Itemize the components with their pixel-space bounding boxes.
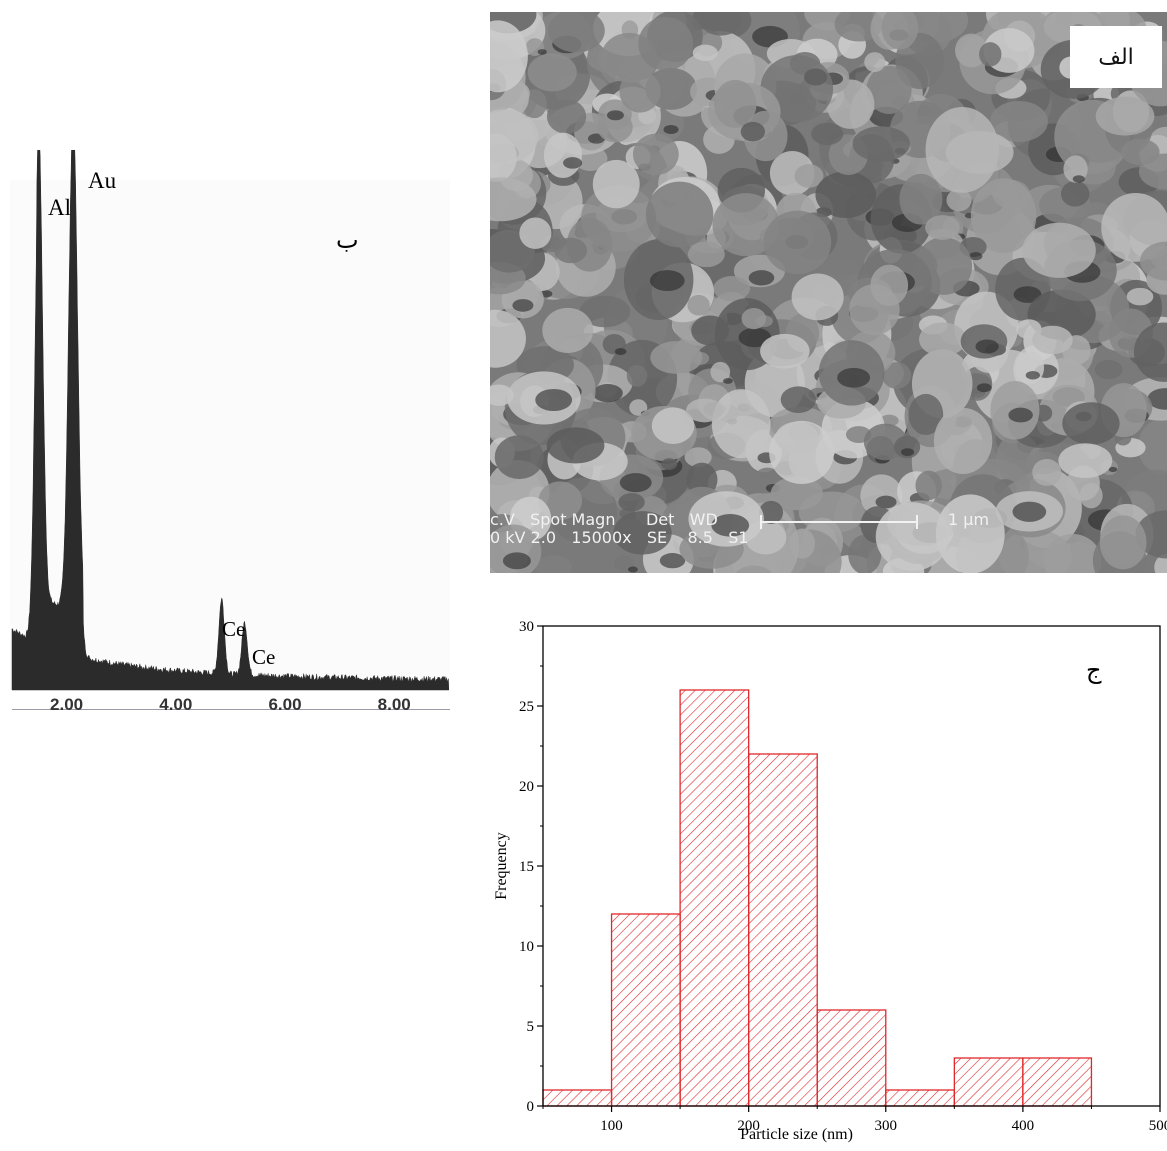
sem-info-line-1: c.V Spot Magn Det WD [490,510,718,529]
eds-peak-label-au: Au [88,168,117,193]
sem-image-panel: الف c.V Spot Magn Det WD 0 kV 2.0 15000x… [490,12,1167,573]
y-tick-label: 30 [519,619,534,635]
x-tick-label: 400 [1012,1118,1035,1134]
y-tick-label: 10 [519,939,534,955]
eds-x-tick-label: 4.00 [159,695,192,710]
sem-scale-label: 1 µm [948,510,990,529]
y-axis-label: Frequency [493,832,510,900]
sem-info-bar: c.V Spot Magn Det WD 0 kV 2.0 15000x SE … [490,511,749,547]
eds-x-tick-label: 8.00 [378,695,411,710]
x-axis-label: Particle size (nm) [740,1126,853,1143]
eds-x-tick-label: 6.00 [268,695,301,710]
eds-peak-label-ce-1: Ce [222,617,245,641]
histogram-bar [1022,1057,1093,1107]
histogram-bar [679,689,750,1107]
histogram-bars [542,689,1093,1107]
eds-spectrum: Al Au Ce Ce ب 2.00 4.00 6.00 8.00 [10,115,450,714]
sem-panel-label: الف [1070,26,1162,88]
y-tick-label: 20 [519,779,534,795]
sem-micrograph [490,12,1167,573]
histogram-panel-label: ج [1086,656,1102,684]
sem-scale-bar [760,515,918,529]
eds-panel-label: ب [336,226,359,254]
eds-peak-label-ce-2: Ce [252,645,275,669]
particle-size-histogram: 0 5 10 15 20 25 30 100 200 300 400 500 Particle si… [493,619,1167,1143]
histogram-bar [748,753,818,1107]
eds-peak-label-al: Al [48,195,71,220]
x-tick-label: 100 [600,1118,623,1134]
eds-x-ticks: 2.00 4.00 6.00 8.00 [50,695,411,714]
x-tick-label: 500 [1149,1118,1167,1134]
histogram-bar [885,1089,955,1107]
y-tick-label: 15 [519,859,534,875]
histogram-bar [953,1057,1024,1107]
y-tick-label: 5 [527,1019,535,1035]
histogram-panel: 0 5 10 15 20 25 30 100 200 300 400 500 Particle si… [486,612,1167,1146]
sem-info-line-2: 0 kV 2.0 15000x SE 8.5 S1 [490,528,749,547]
eds-trace [11,115,450,691]
eds-x-tick-label: 2.00 [50,695,83,710]
y-axis-ticks: 0 5 10 15 20 25 30 [519,619,543,1115]
x-tick-label: 300 [875,1118,898,1134]
histogram-bar [816,1009,887,1107]
x-tick-label: 200 [737,1118,760,1134]
x-axis-ticks: 100 200 300 400 500 [542,1106,1167,1134]
histogram-bar [542,1089,613,1107]
eds-spectrum-panel: Al Au Ce Ce ب 2.00 4.00 6.00 8.00 [0,115,470,714]
y-tick-label: 0 [527,1099,535,1115]
histogram-bar [610,913,681,1107]
y-tick-label: 25 [519,699,534,715]
